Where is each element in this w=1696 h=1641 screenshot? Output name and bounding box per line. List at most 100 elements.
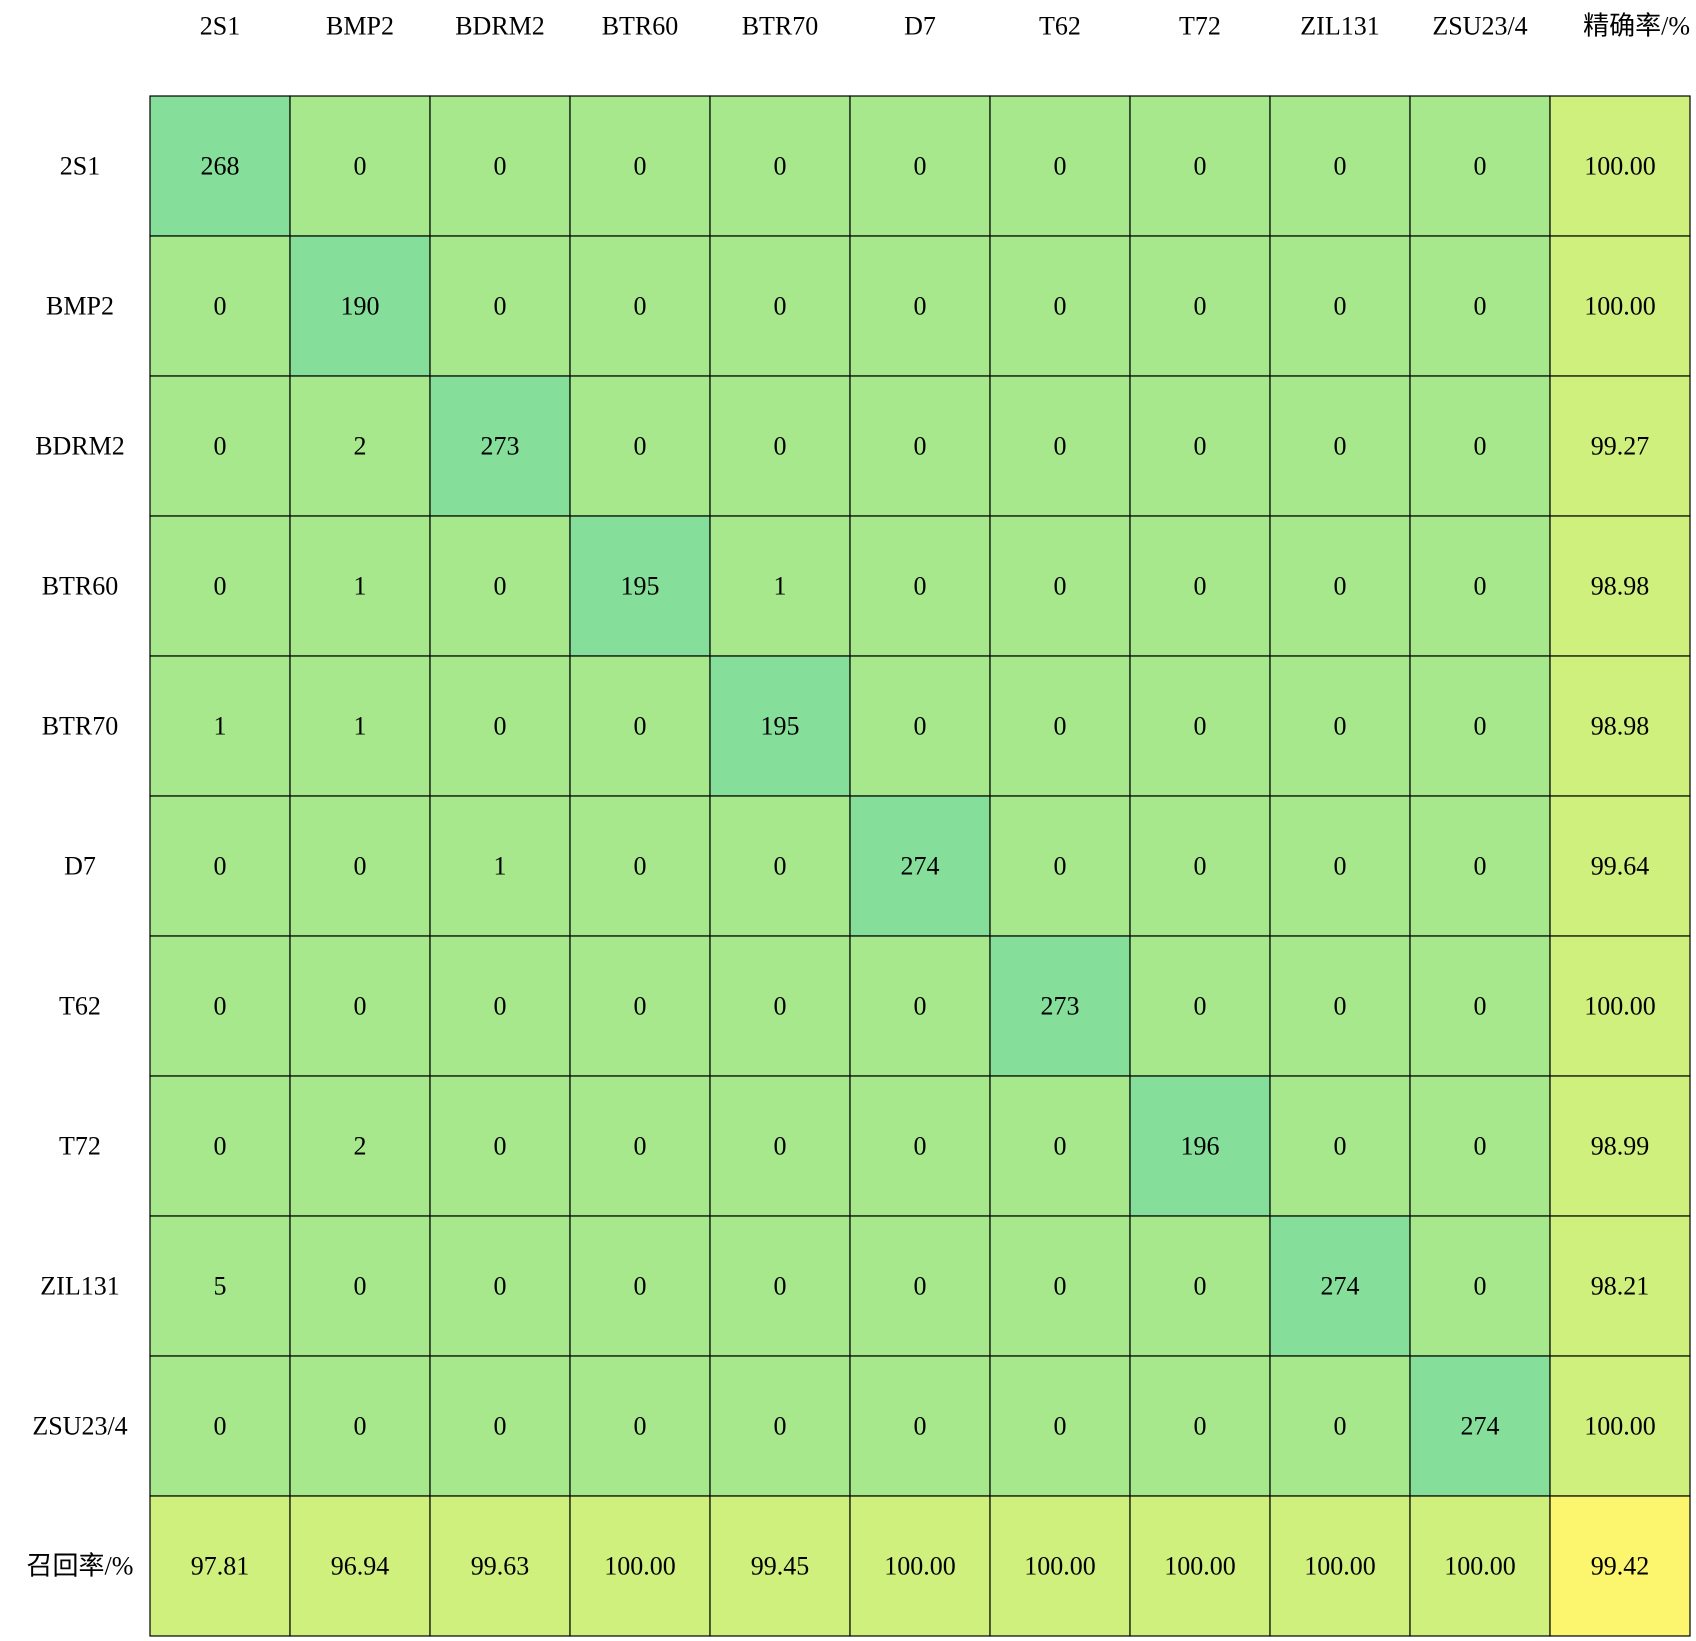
matrix-cell-r4-c9	[1409, 655, 1551, 797]
matrix-cell-r4-c10	[1549, 655, 1691, 797]
cell-value-r10-c8: 100.00	[1304, 1552, 1376, 1581]
matrix-cell-r6-c1	[289, 935, 431, 1077]
matrix-cell-r3-c1	[289, 515, 431, 657]
matrix-cell-r9-c2	[429, 1355, 571, 1497]
matrix-cell-r1-c1	[289, 235, 431, 377]
matrix-cell-r9-c6	[989, 1355, 1131, 1497]
matrix-cell-r4-c2	[429, 655, 571, 797]
matrix-cell-r8-c5	[849, 1215, 991, 1357]
cell-value-r3-c6: 0	[1054, 572, 1067, 601]
cell-value-r7-c6: 0	[1054, 1132, 1067, 1161]
row-label-6: T62	[59, 992, 101, 1021]
cell-value-r9-c10: 100.00	[1584, 1412, 1656, 1441]
matrix-cell-r4-c4	[709, 655, 851, 797]
matrix-cell-r9-c8	[1269, 1355, 1411, 1497]
cell-value-r4-c7: 0	[1194, 712, 1207, 741]
cell-value-r5-c1: 0	[354, 852, 367, 881]
matrix-cell-r6-c0	[149, 935, 291, 1077]
cell-value-r8-c2: 0	[494, 1272, 507, 1301]
matrix-cell-r10-c5	[849, 1495, 991, 1637]
matrix-cell-r0-c9	[1409, 95, 1551, 237]
matrix-cell-r7-c5	[849, 1075, 991, 1217]
cell-value-r9-c6: 0	[1054, 1412, 1067, 1441]
matrix-cell-r9-c5	[849, 1355, 991, 1497]
matrix-cell-r1-c10	[1549, 235, 1691, 377]
matrix-cell-r6-c4	[709, 935, 851, 1077]
cell-value-r0-c6: 0	[1054, 152, 1067, 181]
matrix-cell-r8-c9	[1409, 1215, 1551, 1357]
matrix-cell-r0-c3	[569, 95, 711, 237]
cell-value-r10-c5: 100.00	[884, 1552, 956, 1581]
matrix-cell-r7-c7	[1129, 1075, 1271, 1217]
matrix-cell-r6-c5	[849, 935, 991, 1077]
cell-value-r2-c10: 99.27	[1591, 432, 1650, 461]
cell-value-r1-c1: 190	[341, 292, 380, 321]
matrix-cell-r0-c0	[149, 95, 291, 237]
cell-value-r9-c1: 0	[354, 1412, 367, 1441]
cell-value-r3-c9: 0	[1474, 572, 1487, 601]
matrix-cell-r9-c4	[709, 1355, 851, 1497]
matrix-cell-r2-c6	[989, 375, 1131, 517]
matrix-cell-r6-c10	[1549, 935, 1691, 1077]
cell-value-r9-c9: 274	[1461, 1412, 1500, 1441]
cell-value-r0-c2: 0	[494, 152, 507, 181]
cell-value-r0-c1: 0	[354, 152, 367, 181]
cell-value-r9-c5: 0	[914, 1412, 927, 1441]
matrix-cell-r3-c8	[1269, 515, 1411, 657]
column-label-8: ZIL131	[1300, 12, 1379, 41]
cell-value-r10-c6: 100.00	[1024, 1552, 1096, 1581]
cell-value-r8-c5: 0	[914, 1272, 927, 1301]
cell-value-r4-c0: 1	[214, 712, 227, 741]
matrix-cell-r9-c7	[1129, 1355, 1271, 1497]
matrix-cell-r3-c3	[569, 515, 711, 657]
cell-value-r8-c3: 0	[634, 1272, 647, 1301]
cell-value-r7-c0: 0	[214, 1132, 227, 1161]
cell-value-r2-c3: 0	[634, 432, 647, 461]
matrix-cell-r10-c10	[1549, 1495, 1691, 1637]
cell-value-r8-c0: 5	[214, 1272, 227, 1301]
cell-value-r4-c9: 0	[1474, 712, 1487, 741]
matrix-cell-r3-c4	[709, 515, 851, 657]
matrix-cell-r6-c8	[1269, 935, 1411, 1077]
cell-value-r8-c1: 0	[354, 1272, 367, 1301]
row-label-4: BTR70	[42, 712, 119, 741]
matrix-cell-r1-c8	[1269, 235, 1411, 377]
column-label-5: D7	[904, 12, 936, 41]
matrix-cell-r4-c8	[1269, 655, 1411, 797]
cell-value-r3-c7: 0	[1194, 572, 1207, 601]
cell-value-r1-c7: 0	[1194, 292, 1207, 321]
cell-value-r5-c5: 274	[901, 852, 940, 881]
cell-value-r2-c2: 273	[481, 432, 520, 461]
cell-value-r10-c4: 99.45	[751, 1552, 810, 1581]
cell-value-r5-c3: 0	[634, 852, 647, 881]
cell-value-r4-c8: 0	[1334, 712, 1347, 741]
matrix-cell-r6-c2	[429, 935, 571, 1077]
matrix-cell-r7-c0	[149, 1075, 291, 1217]
matrix-cell-r7-c9	[1409, 1075, 1551, 1217]
column-label-7: T72	[1179, 12, 1221, 41]
cell-value-r4-c5: 0	[914, 712, 927, 741]
cell-value-r6-c4: 0	[774, 992, 787, 1021]
cell-value-r5-c9: 0	[1474, 852, 1487, 881]
cell-value-r7-c2: 0	[494, 1132, 507, 1161]
column-label-9: ZSU23/4	[1432, 12, 1527, 41]
matrix-cell-r10-c0	[149, 1495, 291, 1637]
matrix-cell-r6-c6	[989, 935, 1131, 1077]
cell-value-r0-c7: 0	[1194, 152, 1207, 181]
cell-value-r7-c7: 196	[1181, 1132, 1220, 1161]
cell-value-r8-c9: 0	[1474, 1272, 1487, 1301]
cell-value-r2-c6: 0	[1054, 432, 1067, 461]
matrix-cell-r5-c6	[989, 795, 1131, 937]
cell-value-r5-c10: 99.64	[1591, 852, 1650, 881]
cell-value-r7-c5: 0	[914, 1132, 927, 1161]
cell-value-r2-c4: 0	[774, 432, 787, 461]
row-label-3: BTR60	[42, 572, 119, 601]
matrix-cell-r7-c6	[989, 1075, 1131, 1217]
cell-value-r6-c10: 100.00	[1584, 992, 1656, 1021]
matrix-cell-r0-c10	[1549, 95, 1691, 237]
cell-value-r6-c7: 0	[1194, 992, 1207, 1021]
cell-value-r10-c3: 100.00	[604, 1552, 676, 1581]
cell-value-r7-c10: 98.99	[1591, 1132, 1650, 1161]
row-label-10: 召回率/%	[27, 1552, 134, 1581]
cell-value-r10-c2: 99.63	[471, 1552, 530, 1581]
